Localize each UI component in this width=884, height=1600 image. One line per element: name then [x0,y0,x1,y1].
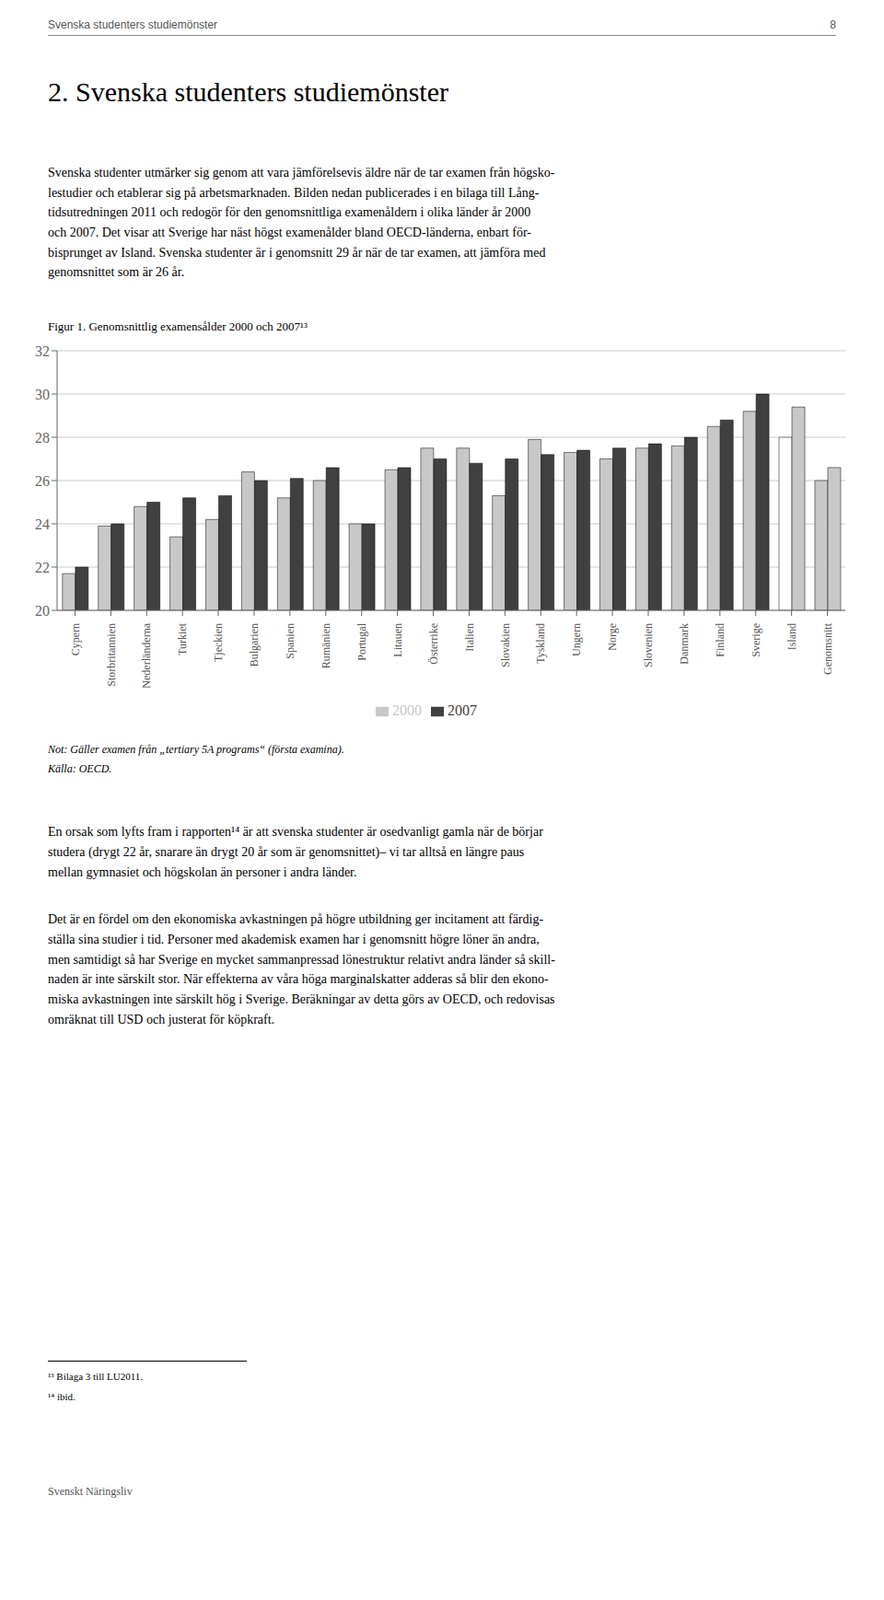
svg-text:Ungern: Ungern [569,623,583,657]
svg-text:Portugal: Portugal [355,622,369,661]
svg-text:Tjeckien: Tjeckien [211,623,225,663]
html-text:8: 8 [829,18,837,32]
html-text:Källa: OECD.: Källa: OECD. [47,762,112,776]
svg-text:Norge: Norge [605,623,619,652]
html-text:2007: 2007 [447,702,477,719]
html-text:¹⁴ ibid.: ¹⁴ ibid. [47,1391,76,1403]
html-text:Svenska studenters studiemönst: Svenska studenters studiemönster [47,18,218,32]
svg-text:Tyskland: Tyskland [534,623,547,664]
svg-text:Slovakien: Slovakien [499,623,512,668]
svg-text:Italien: Italien [463,623,477,652]
svg-text:Slovenien: Slovenien [641,623,655,668]
html-text:2000: 2000 [392,702,422,719]
svg-text:Nederländerna: Nederländerna [139,622,153,688]
svg-text:Spanien: Spanien [283,623,297,660]
svg-text:22: 22 [34,559,50,576]
svg-text:Cypern: Cypern [69,623,82,656]
svg-text:24: 24 [34,516,50,533]
svg-text:30: 30 [34,386,50,403]
svg-text:28: 28 [34,430,50,446]
html-text:2. Svenska studenters studiemö: 2. Svenska studenters studiemönster [47,76,449,107]
html-text:En orsak som lyfts fram i rapp: En orsak som lyfts fram i rapporten¹⁴ är… [47,825,544,879]
html-text:Svenska studenter utmärker sig: Svenska studenter utmärker sig genom att… [47,165,555,280]
svg-text:Litauen: Litauen [391,623,405,658]
html-text:Figur 1. Genomsnittlig examens: Figur 1. Genomsnittlig examensålder 2000… [47,319,308,334]
svg-text:Österrike: Österrike [427,623,441,665]
svg-text:Finland: Finland [713,623,727,658]
svg-text:Turkiet: Turkiet [175,622,189,656]
svg-text:Rumänien: Rumänien [319,623,333,669]
svg-text:20: 20 [34,603,50,619]
html-text:Det är en fördel om den ekonom: Det är en fördel om den ekonomiska avkas… [47,912,556,1027]
html-text:¹³ Bilaga 3 till LU2011.: ¹³ Bilaga 3 till LU2011. [47,1371,143,1383]
svg-text:Bulgarien: Bulgarien [247,623,261,667]
svg-text:Danmark: Danmark [677,623,691,665]
svg-text:Storbritannien: Storbritannien [104,623,118,687]
svg-text:32: 32 [34,343,50,360]
svg-text:Sverige: Sverige [749,623,763,658]
html-text:Svenskt Näringsliv: Svenskt Näringsliv [47,1485,133,1499]
svg-text:26: 26 [34,473,50,489]
html-text:Not: Gäller examen från „terti: Not: Gäller examen från „tertiary 5A pro… [47,743,345,757]
svg-text:Island: Island [785,623,799,651]
svg-text:Genomsnitt: Genomsnitt [821,622,835,675]
